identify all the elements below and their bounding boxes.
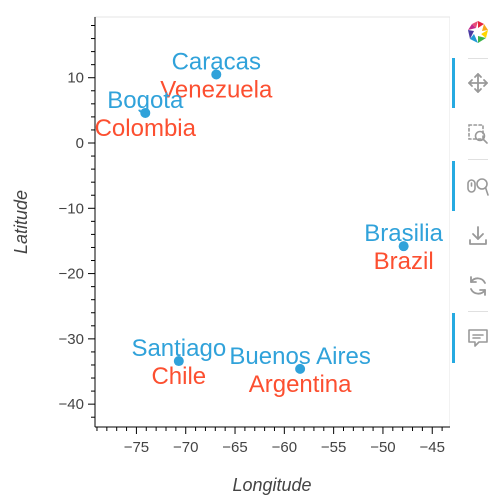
hover-icon[interactable] bbox=[458, 318, 498, 358]
city-label: Santiago bbox=[131, 335, 226, 362]
city-label: Bogota bbox=[107, 87, 184, 114]
country-label: Argentina bbox=[249, 371, 352, 398]
country-label: Chile bbox=[151, 363, 206, 390]
toolbar-separator bbox=[468, 58, 488, 59]
scatter-chart: −75 −70 −65 −60 −55 −50 −45 −40 −30 −20 −10 0 10 Car… bbox=[11, 16, 450, 495]
hover-active-indicator bbox=[452, 313, 455, 363]
country-label: Venezuela bbox=[160, 76, 273, 103]
box-zoom-icon[interactable] bbox=[458, 114, 498, 154]
wheel-zoom-active-indicator bbox=[452, 161, 455, 211]
x-tick-label: −50 bbox=[370, 439, 395, 456]
data-point bbox=[211, 69, 222, 80]
toolbar-separator bbox=[468, 159, 488, 160]
save-icon[interactable] bbox=[458, 216, 498, 256]
country-label: Colombia bbox=[95, 115, 197, 142]
wheel-zoom-icon[interactable] bbox=[458, 166, 498, 206]
bokeh-logo-icon[interactable] bbox=[458, 12, 498, 52]
y-tick-label: −30 bbox=[59, 331, 84, 348]
data-point bbox=[295, 363, 306, 374]
y-tick-label: 0 bbox=[76, 135, 84, 152]
x-tick-label: −55 bbox=[321, 439, 346, 456]
toolbar-separator bbox=[468, 311, 488, 312]
x-axis-title: Longitude bbox=[232, 475, 311, 495]
y-tick-label: −40 bbox=[59, 396, 84, 413]
pan-active-indicator bbox=[452, 58, 455, 108]
axes: −75 −70 −65 −60 −55 −50 −45 −40 −30 −20 −10 0 10 bbox=[59, 17, 450, 456]
pan-icon[interactable] bbox=[458, 63, 498, 103]
city-label: Caracas bbox=[172, 48, 261, 75]
y-axis-title: Latitude bbox=[11, 190, 31, 254]
x-tick-label: −60 bbox=[272, 439, 297, 456]
x-tick-label: −45 bbox=[420, 439, 445, 456]
city-label: Brasilia bbox=[364, 220, 443, 247]
x-tick-label: −70 bbox=[173, 439, 198, 456]
country-label: Brazil bbox=[374, 248, 434, 275]
x-tick-label: −75 bbox=[124, 439, 149, 456]
data-point bbox=[173, 356, 184, 367]
reset-icon[interactable] bbox=[458, 266, 498, 306]
city-label: Buenos Aires bbox=[229, 343, 370, 370]
y-tick-label: −20 bbox=[59, 266, 84, 283]
toolbar bbox=[450, 0, 500, 500]
y-tick-label: 10 bbox=[67, 70, 84, 87]
x-tick-label: −65 bbox=[222, 439, 247, 456]
y-tick-label: −10 bbox=[59, 200, 84, 217]
data-point bbox=[398, 241, 409, 252]
data-point bbox=[140, 107, 151, 118]
